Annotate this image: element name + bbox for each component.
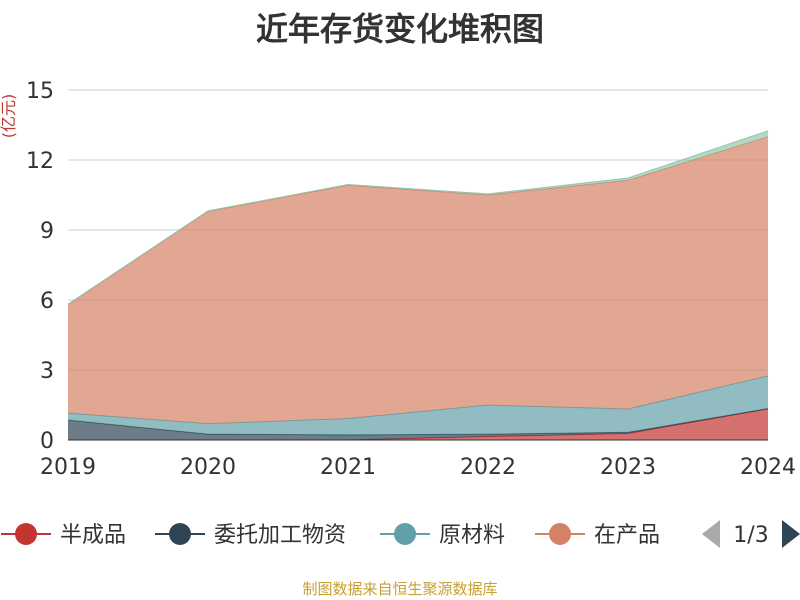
legend-marker-3 <box>549 523 571 545</box>
y-tick-label-3: 9 <box>40 219 54 244</box>
triangle-left-icon[interactable] <box>702 520 720 548</box>
legend-label-1: 委托加工物资 <box>214 523 346 548</box>
y-tick-label-1: 3 <box>40 359 54 384</box>
chart-title: 近年存货变化堆积图 <box>255 10 544 48</box>
legend-pager: 1/3 <box>702 520 800 548</box>
x-tick-label-3: 2022 <box>460 455 516 480</box>
legend-item-2[interactable]: 原材料 <box>380 523 505 548</box>
x-tick-label-4: 2023 <box>600 455 656 480</box>
legend-item-3[interactable]: 在产品 <box>535 523 660 548</box>
area-series-3 <box>68 136 768 424</box>
y-tick-labels: 0 3 6 9 12 15 <box>26 79 54 454</box>
stacked-areas <box>67 130 769 441</box>
legend-marker-1 <box>169 523 191 545</box>
area-series-0 <box>68 408 768 440</box>
legend-label-0: 半成品 <box>60 523 126 548</box>
legend-page-indicator: 1/3 <box>733 523 768 548</box>
x-tick-label-0: 2019 <box>40 455 96 480</box>
triangle-right-icon[interactable] <box>782 520 800 548</box>
source-note: 制图数据来自恒生聚源数据库 <box>302 580 498 598</box>
area-series-1 <box>68 408 768 440</box>
legend-marker-2 <box>394 523 416 545</box>
legend-label-3: 在产品 <box>594 523 660 548</box>
legend-item-0[interactable]: 半成品 <box>1 523 126 548</box>
x-tick-label-1: 2020 <box>180 455 236 480</box>
area-series-2 <box>68 375 768 435</box>
line-series-4 <box>67 130 769 305</box>
legend: 半成品 委托加工物资 原材料 在产品 <box>1 523 660 548</box>
legend-marker-0 <box>15 523 37 545</box>
x-tick-labels: 2019 2020 2021 2022 2023 2024 <box>40 455 796 480</box>
y-tick-label-5: 15 <box>26 79 54 104</box>
line-series-1 <box>67 408 769 436</box>
y-tick-label-2: 6 <box>40 289 54 314</box>
y-tick-label-0: 0 <box>40 429 54 454</box>
x-tick-label-5: 2024 <box>740 455 796 480</box>
legend-item-1[interactable]: 委托加工物资 <box>155 523 346 548</box>
x-tick-label-2: 2021 <box>320 455 376 480</box>
y-axis-unit-label: (亿元) <box>0 94 18 139</box>
legend-label-2: 原材料 <box>439 523 505 548</box>
y-tick-label-4: 12 <box>26 149 54 174</box>
